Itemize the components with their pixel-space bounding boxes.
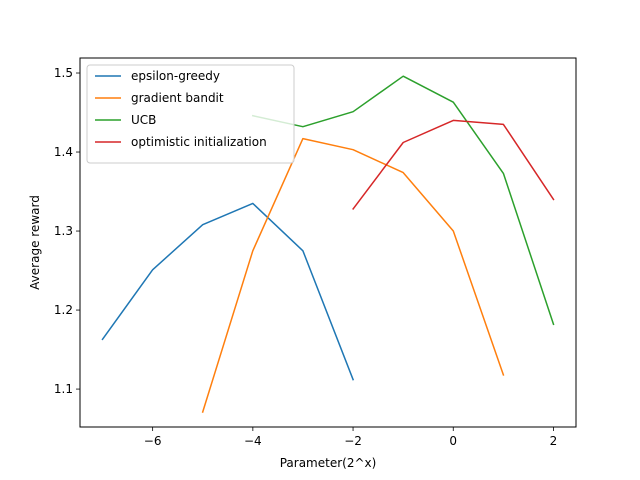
series-line-epsilon-greedy <box>101 202 355 381</box>
x-tick-label: −4 <box>244 434 262 448</box>
x-tick-label: 0 <box>449 434 457 448</box>
x-axis-ticks: −6 −4 −2 0 2 <box>144 427 557 448</box>
plot-frame <box>79 57 577 428</box>
x-tick-label: −6 <box>144 434 162 448</box>
y-tick-label: 1.3 <box>54 224 73 238</box>
series-layer <box>101 75 555 413</box>
x-tick-label: 2 <box>550 434 558 448</box>
legend-frame <box>86 64 295 164</box>
y-axis-title: Average reward <box>28 195 42 290</box>
series-line-UCB <box>251 75 555 326</box>
legend-label: optimistic initialization <box>131 135 267 149</box>
y-tick-label: 1.5 <box>54 66 73 80</box>
legend-label: gradient bandit <box>131 91 224 105</box>
legend-label: epsilon-greedy <box>131 69 220 83</box>
y-tick-label: 1.2 <box>54 303 73 317</box>
x-tick-label: −2 <box>344 434 362 448</box>
legend-label: UCB <box>131 113 156 127</box>
x-axis-title: Parameter(2^x) <box>280 456 377 470</box>
legend: epsilon-greedy gradient bandit UCB optimist… <box>86 64 295 164</box>
y-tick-label: 1.1 <box>54 382 73 396</box>
y-tick-label: 1.4 <box>54 145 73 159</box>
series-line-gradient-bandit <box>201 137 505 413</box>
series-line-optimistic-initialization <box>352 119 555 210</box>
y-axis-ticks: 1.1 1.2 1.3 1.4 1.5 <box>54 66 80 396</box>
